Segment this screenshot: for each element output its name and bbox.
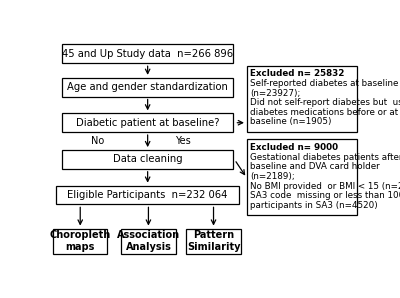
Text: Excluded n= 25832: Excluded n= 25832	[250, 69, 344, 78]
Text: baseline and DVA card holder: baseline and DVA card holder	[250, 162, 380, 171]
Text: Association
Analysis: Association Analysis	[117, 230, 180, 252]
Text: No: No	[92, 136, 105, 146]
Text: Pattern
Similarity: Pattern Similarity	[187, 230, 240, 252]
FancyBboxPatch shape	[247, 66, 357, 132]
FancyBboxPatch shape	[62, 78, 233, 97]
Text: Data cleaning: Data cleaning	[113, 154, 182, 164]
Text: Eligible Participants  n=232 064: Eligible Participants n=232 064	[68, 190, 228, 200]
FancyBboxPatch shape	[62, 113, 233, 132]
Text: Excluded n= 9000: Excluded n= 9000	[250, 143, 338, 152]
Text: (n=2189);: (n=2189);	[250, 172, 295, 181]
FancyBboxPatch shape	[186, 229, 241, 254]
FancyBboxPatch shape	[121, 229, 176, 254]
Text: (n=23927);: (n=23927);	[250, 89, 300, 97]
FancyBboxPatch shape	[56, 186, 239, 204]
Text: SA3 code  missing or less than 100: SA3 code missing or less than 100	[250, 191, 400, 200]
Text: 45 and Up Study data  n=266 896: 45 and Up Study data n=266 896	[62, 49, 233, 59]
Text: diabetes medications before or at: diabetes medications before or at	[250, 108, 398, 117]
Text: participants in SA3 (n=4520): participants in SA3 (n=4520)	[250, 201, 378, 210]
FancyBboxPatch shape	[62, 150, 233, 169]
Text: Self-reported diabetes at baseline: Self-reported diabetes at baseline	[250, 79, 398, 88]
FancyBboxPatch shape	[247, 139, 357, 215]
Text: Choropleth
maps: Choropleth maps	[50, 230, 111, 252]
Text: Yes: Yes	[176, 136, 191, 146]
Text: No BMI provided  or BMI < 15 (n=2291);: No BMI provided or BMI < 15 (n=2291);	[250, 182, 400, 191]
Text: Age and gender standardization: Age and gender standardization	[67, 82, 228, 92]
FancyBboxPatch shape	[53, 229, 107, 254]
Text: Gestational diabetes patients after: Gestational diabetes patients after	[250, 153, 400, 162]
FancyBboxPatch shape	[62, 44, 233, 63]
Text: Did not self-report diabetes but  use: Did not self-report diabetes but use	[250, 98, 400, 107]
Text: Diabetic patient at baseline?: Diabetic patient at baseline?	[76, 118, 219, 128]
Text: baseline (n=1905): baseline (n=1905)	[250, 117, 332, 126]
